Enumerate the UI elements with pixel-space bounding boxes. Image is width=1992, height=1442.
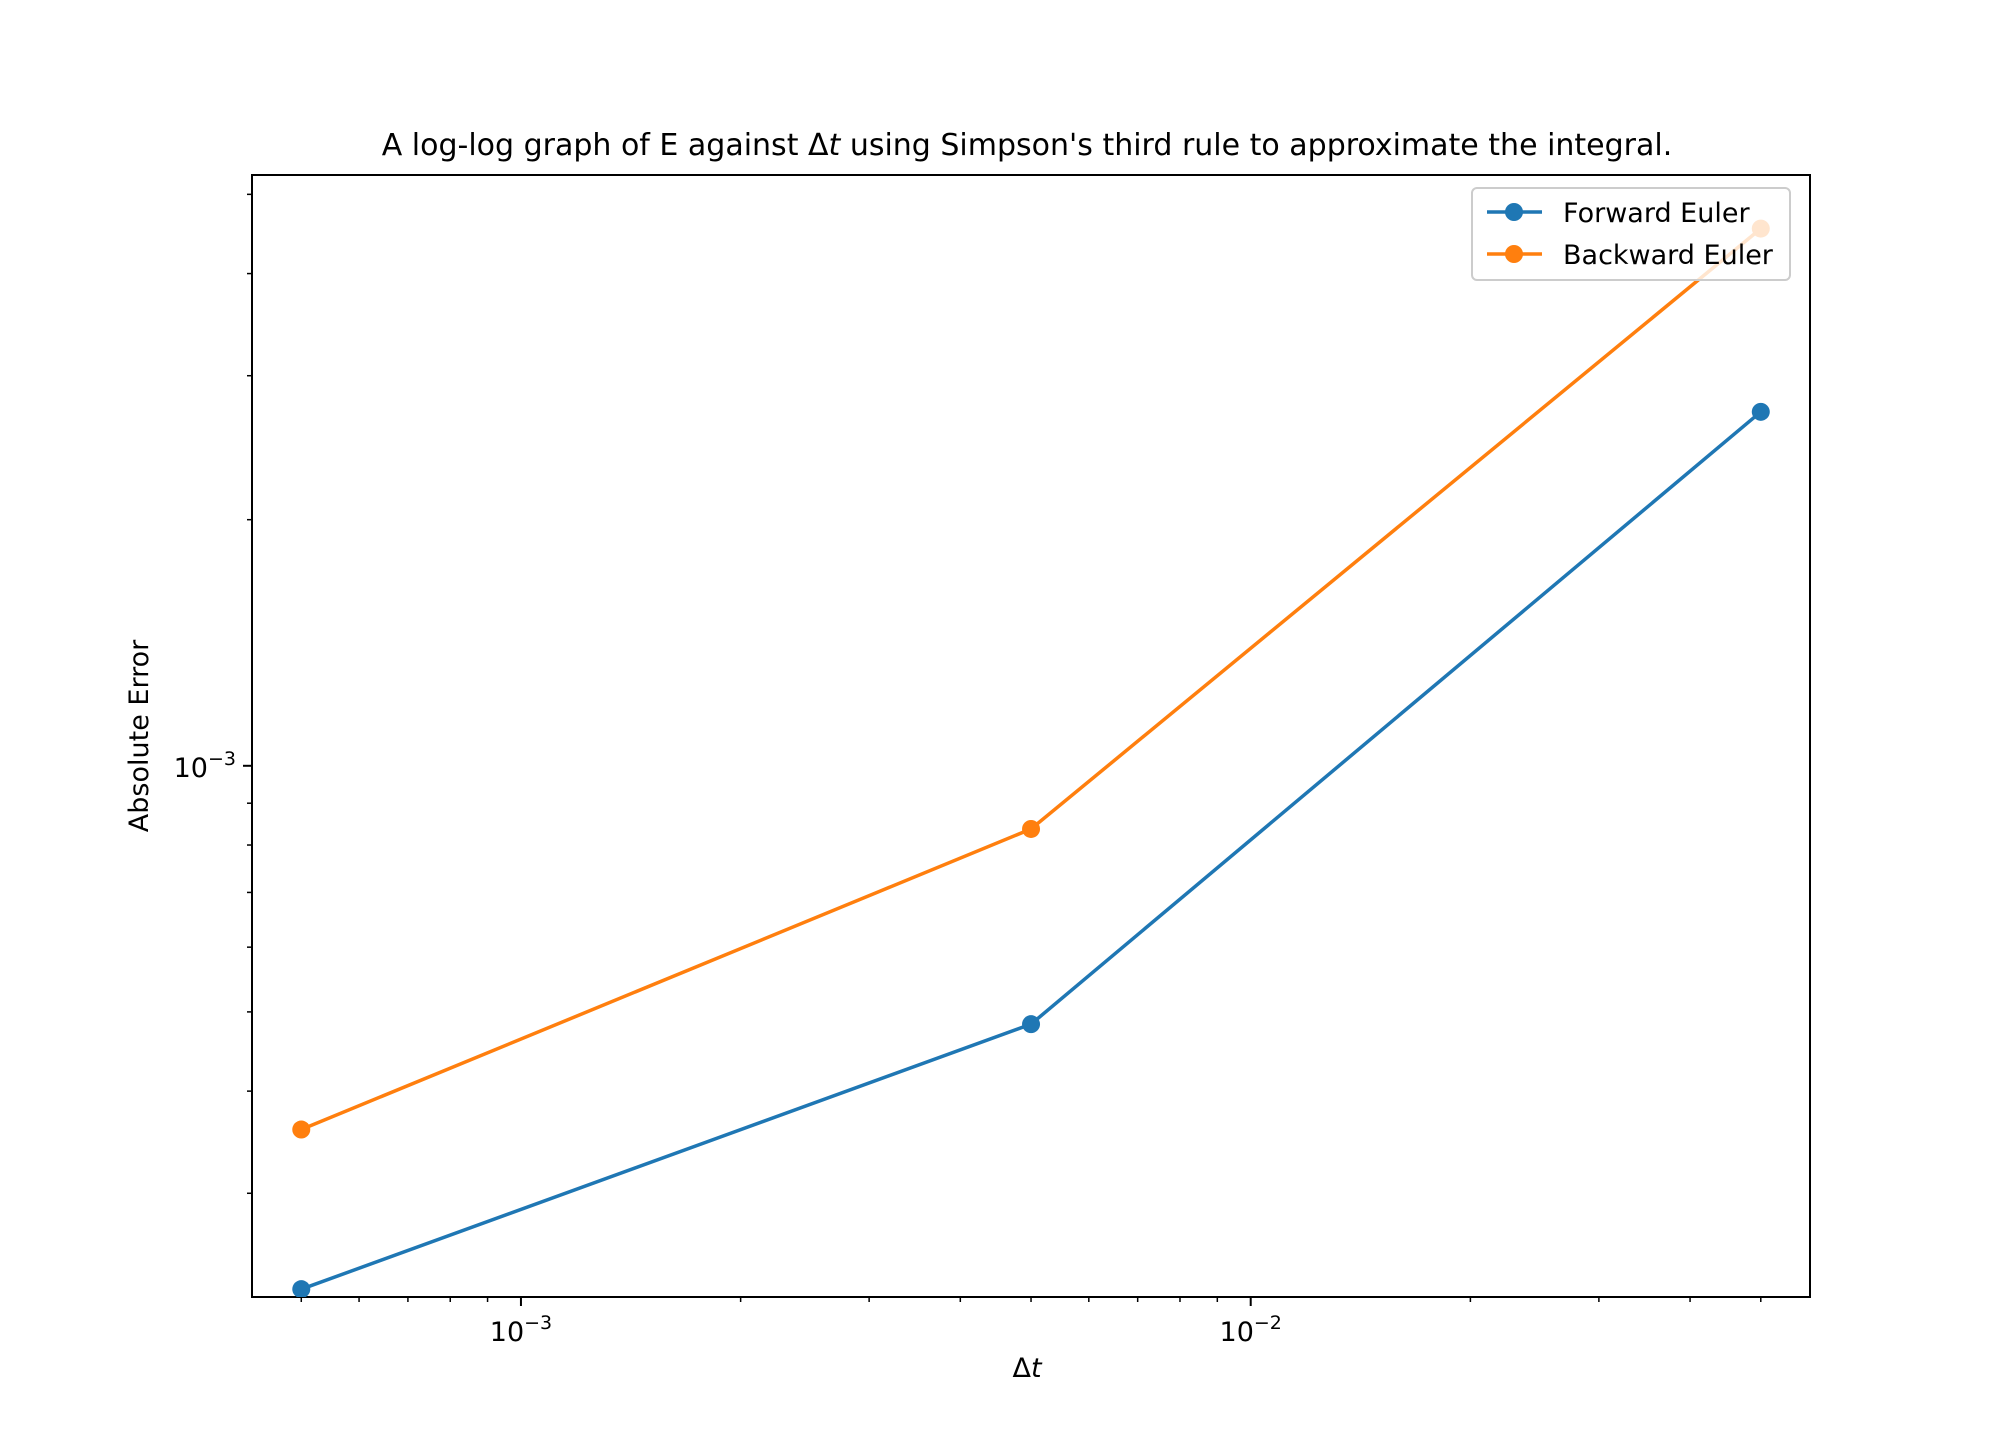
legend-label-forward-euler: Forward Euler — [1563, 198, 1750, 229]
legend: Forward Euler Backward Euler — [1471, 187, 1791, 281]
legend-item-backward-euler: Backward Euler — [1487, 240, 1774, 271]
data-point-forward-euler — [1022, 1015, 1041, 1034]
y-tick-label: 10−3 — [174, 748, 236, 784]
legend-frame — [1471, 187, 1791, 281]
legend-marker-backward-euler — [1505, 245, 1523, 263]
chart-title: A log-log graph of E against Δt using Si… — [382, 128, 1673, 163]
x-minor-ticks — [300, 1297, 1762, 1302]
x-major-ticks: 10−3 10−2 — [490, 1297, 1282, 1348]
data-point-backward-euler — [292, 1120, 311, 1139]
x-axis-label: Δt — [1012, 1353, 1042, 1384]
data-point-backward-euler — [1022, 819, 1041, 838]
y-major-ticks: 10−3 — [174, 748, 252, 784]
legend-item-forward-euler: Forward Euler — [1487, 198, 1750, 229]
legend-marker-forward-euler — [1505, 203, 1523, 221]
y-minor-ticks — [247, 193, 252, 1195]
x-tick-label: 10−3 — [490, 1312, 552, 1348]
x-tick-label: 10−2 — [1220, 1312, 1282, 1348]
data-point-forward-euler — [292, 1280, 311, 1297]
legend-label-backward-euler: Backward Euler — [1563, 240, 1774, 271]
y-axis-label: Absolute Error — [124, 639, 155, 832]
data-point-forward-euler — [1751, 402, 1770, 421]
